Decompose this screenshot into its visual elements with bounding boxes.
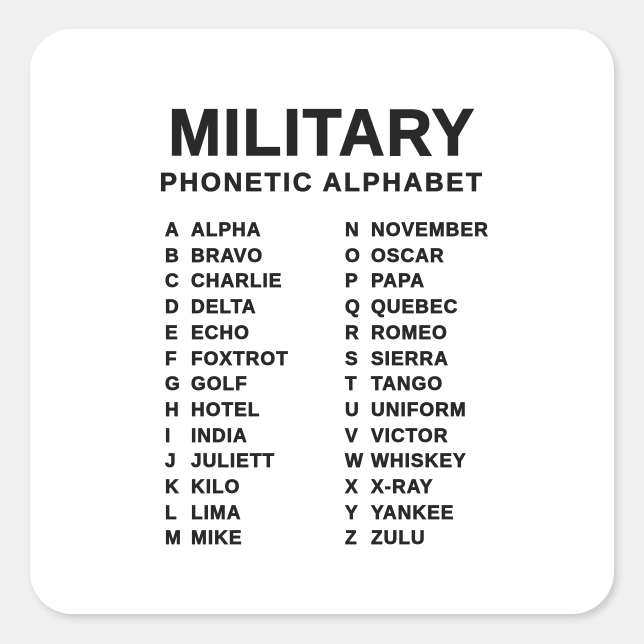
- letter-code: N: [345, 220, 360, 242]
- alphabet-row: W WHISKEY: [345, 449, 489, 475]
- alphabet-row: Z ZULU: [345, 526, 489, 552]
- alphabet-row: J JULIETT: [165, 449, 345, 475]
- phonetic-word: ZULU: [371, 528, 426, 550]
- letter-code: M: [165, 528, 182, 550]
- alphabet-row: N NOVEMBER: [345, 218, 489, 244]
- alphabet-row: R ROMEO: [345, 321, 489, 347]
- letter-code: R: [345, 322, 360, 344]
- letter-code: Y: [345, 502, 359, 524]
- phonetic-word: VICTOR: [371, 425, 449, 447]
- phonetic-word: UNIFORM: [371, 399, 467, 422]
- alphabet-row: C CHARLIE: [165, 269, 345, 295]
- phonetic-word: NOVEMBER: [371, 220, 489, 242]
- letter-code: V: [345, 425, 359, 447]
- page-title: MILITARY: [168, 95, 476, 169]
- phonetic-word: WHISKEY: [371, 451, 467, 473]
- alphabet-row: F FOXTROT: [165, 347, 345, 373]
- phonetic-word: SIERRA: [371, 348, 449, 370]
- phonetic-word: ROMEO: [371, 322, 448, 344]
- alphabet-row: B BRAVO: [165, 244, 345, 270]
- phonetic-word: INDIA: [191, 425, 248, 447]
- page-subtitle: PHONETIC ALPHABET: [159, 167, 485, 197]
- phonetic-word: JULIETT: [191, 451, 276, 473]
- phonetic-word: FOXTROT: [191, 348, 289, 370]
- letter-code: W: [345, 451, 364, 473]
- phonetic-word: BRAVO: [191, 245, 264, 267]
- letter-code: Q: [345, 297, 361, 319]
- alphabet-row: I INDIA: [165, 424, 345, 450]
- letter-code: C: [165, 271, 180, 293]
- letter-code: S: [345, 348, 359, 370]
- phonetic-word: TANGO: [371, 374, 444, 396]
- alphabet-column-a-m: A ALPHA B BRAVO C CHARLIE D DELTA E ECHO F FOXTROT G…: [165, 218, 345, 552]
- phonetic-word: ECHO: [191, 322, 250, 344]
- letter-code: O: [345, 245, 361, 267]
- letter-code: F: [165, 348, 178, 370]
- letter-code: X: [345, 477, 359, 499]
- phonetic-word: LIMA: [191, 502, 242, 524]
- letter-code: B: [165, 245, 180, 267]
- letter-code: A: [165, 220, 180, 242]
- alphabet-row: S SIERRA: [345, 347, 489, 373]
- alphabet-row: X X-RAY: [345, 475, 489, 501]
- alphabet-column-n-z: N NOVEMBER O OSCAR P PAPA Q QUEBEC R ROMEO S SIERRA…: [345, 218, 489, 552]
- phonetic-word: QUEBEC: [371, 297, 459, 319]
- phonetic-word: HOTEL: [191, 399, 261, 422]
- phonetic-word: YANKEE: [371, 502, 455, 524]
- alphabet-row: M MIKE: [165, 526, 345, 552]
- phonetic-word: ALPHA: [191, 220, 262, 242]
- alphabet-row: E ECHO: [165, 321, 345, 347]
- letter-code: P: [345, 271, 359, 293]
- letter-code: E: [165, 322, 179, 344]
- letter-code: U: [345, 399, 360, 422]
- letter-code: H: [165, 399, 180, 422]
- phonetic-word: CHARLIE: [191, 271, 283, 293]
- alphabet-row: K KILO: [165, 475, 345, 501]
- alphabet-row: H HOTEL: [165, 398, 345, 424]
- alphabet-row: O OSCAR: [345, 244, 489, 270]
- alphabet-row: A ALPHA: [165, 218, 345, 244]
- phonetic-word: KILO: [191, 477, 241, 499]
- phonetic-word: OSCAR: [371, 245, 445, 267]
- letter-code: I: [165, 425, 172, 447]
- alphabet-row: U UNIFORM: [345, 398, 489, 424]
- phonetic-word: DELTA: [191, 297, 257, 319]
- phonetic-word: MIKE: [191, 528, 243, 550]
- alphabet-row: G GOLF: [165, 372, 345, 398]
- alphabet-row: Q QUEBEC: [345, 295, 489, 321]
- phonetic-alphabet-list: A ALPHA B BRAVO C CHARLIE D DELTA E ECHO F FOXTROT G…: [30, 218, 614, 552]
- alphabet-row: P PAPA: [345, 269, 489, 295]
- letter-code: D: [165, 297, 180, 319]
- phonetic-word: PAPA: [371, 271, 425, 293]
- alphabet-row: D DELTA: [165, 295, 345, 321]
- letter-code: T: [345, 374, 358, 396]
- alphabet-row: V VICTOR: [345, 424, 489, 450]
- alphabet-row: T TANGO: [345, 372, 489, 398]
- alphabet-row: Y YANKEE: [345, 501, 489, 527]
- phonetic-word: X-RAY: [371, 477, 434, 499]
- letter-code: L: [165, 502, 178, 524]
- phonetic-word: GOLF: [191, 374, 248, 396]
- alphabet-row: L LIMA: [165, 501, 345, 527]
- sticker-card: MILITARY PHONETIC ALPHABET A ALPHA B BRAVO C…: [30, 29, 614, 614]
- letter-code: Z: [345, 528, 358, 550]
- letter-code: J: [165, 451, 177, 473]
- letter-code: K: [165, 477, 180, 499]
- letter-code: G: [165, 374, 181, 396]
